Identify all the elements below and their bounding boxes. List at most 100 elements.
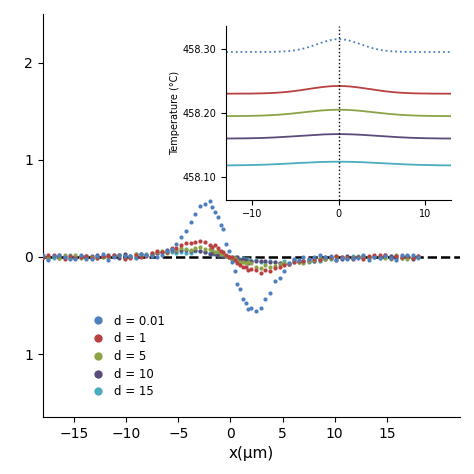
- Point: [310, 253, 318, 261]
- Point: [266, 258, 274, 265]
- Point: [316, 256, 324, 264]
- Point: [343, 254, 351, 262]
- Point: [93, 253, 101, 261]
- Point: [409, 255, 416, 262]
- Point: [305, 257, 313, 265]
- Point: [61, 253, 68, 261]
- Point: [281, 257, 288, 264]
- Point: [321, 255, 329, 263]
- Point: [177, 249, 185, 256]
- Point: [148, 252, 155, 260]
- Point: [316, 251, 324, 258]
- Point: [72, 253, 79, 261]
- Point: [77, 253, 85, 261]
- Point: [219, 226, 227, 233]
- Point: [305, 255, 313, 263]
- Point: [300, 257, 307, 265]
- Point: [295, 257, 302, 265]
- Point: [93, 251, 101, 259]
- Point: [217, 251, 224, 258]
- Point: [242, 255, 249, 263]
- Point: [222, 253, 230, 260]
- Point: [276, 260, 283, 268]
- Point: [247, 265, 255, 273]
- Point: [148, 249, 155, 256]
- Point: [285, 261, 293, 268]
- Point: [143, 252, 150, 259]
- Point: [82, 253, 90, 260]
- Point: [382, 252, 389, 260]
- Point: [158, 247, 166, 255]
- Point: [276, 274, 283, 282]
- Point: [137, 253, 145, 261]
- Point: [158, 248, 166, 256]
- Point: [45, 255, 52, 262]
- Point: [163, 249, 171, 257]
- Point: [295, 258, 302, 265]
- Point: [177, 246, 185, 254]
- Point: [163, 247, 171, 255]
- Point: [182, 227, 190, 235]
- Point: [143, 250, 150, 258]
- Point: [148, 249, 155, 257]
- Point: [66, 255, 74, 262]
- Point: [316, 257, 324, 264]
- Point: [177, 241, 185, 249]
- Point: [201, 248, 209, 256]
- Point: [245, 267, 252, 274]
- Point: [403, 252, 411, 260]
- Point: [211, 209, 219, 216]
- Point: [239, 258, 246, 266]
- Point: [132, 251, 139, 259]
- Point: [327, 255, 335, 263]
- Point: [110, 251, 118, 259]
- Point: [387, 254, 394, 262]
- Point: [403, 252, 411, 259]
- Point: [222, 252, 230, 260]
- Point: [209, 246, 216, 254]
- Point: [55, 252, 63, 259]
- Point: [371, 254, 378, 261]
- Point: [154, 247, 161, 255]
- Point: [50, 254, 57, 261]
- Point: [50, 253, 57, 260]
- Point: [387, 255, 394, 263]
- Point: [305, 258, 313, 265]
- Point: [392, 256, 400, 264]
- Point: [332, 256, 340, 264]
- Point: [237, 261, 244, 268]
- Point: [316, 255, 324, 263]
- Point: [206, 198, 213, 205]
- Point: [143, 252, 150, 259]
- Point: [196, 203, 204, 210]
- Point: [271, 277, 279, 285]
- Point: [231, 254, 238, 262]
- Point: [349, 253, 356, 261]
- Point: [187, 219, 194, 226]
- Point: [191, 246, 199, 254]
- Point: [234, 253, 241, 261]
- Point: [222, 251, 230, 259]
- Point: [403, 255, 411, 263]
- Point: [158, 251, 166, 258]
- Point: [242, 299, 249, 306]
- Point: [209, 203, 216, 211]
- Point: [371, 253, 378, 260]
- Point: [219, 253, 227, 260]
- Point: [143, 252, 150, 259]
- Point: [217, 221, 224, 229]
- Point: [168, 248, 175, 255]
- Point: [154, 254, 161, 261]
- Point: [168, 245, 175, 253]
- Point: [371, 252, 378, 260]
- Point: [321, 253, 329, 260]
- Point: [225, 253, 233, 261]
- Point: [126, 252, 134, 259]
- Point: [93, 252, 101, 260]
- Point: [242, 263, 249, 271]
- Point: [39, 252, 46, 259]
- Point: [257, 304, 264, 311]
- Point: [222, 240, 230, 247]
- Point: [191, 247, 199, 255]
- Point: [137, 251, 145, 258]
